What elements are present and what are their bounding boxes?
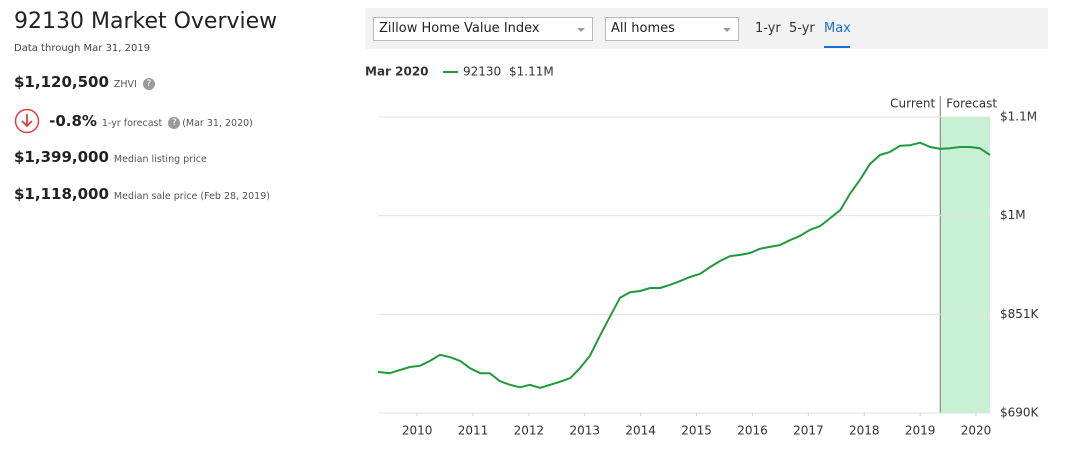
zhvi-label: ZHVI (113, 79, 137, 90)
title: 92130 Market Overview (14, 9, 278, 34)
forecast-label: 1-yr forecast (101, 117, 163, 129)
x-tick-label: 2018 (849, 424, 880, 438)
sale-label: Median sale price (Feb 28, 2019) (113, 191, 270, 202)
forecast-date: (Mar 31, 2020) (182, 117, 253, 129)
zhvi-value: $1,120,500 (14, 73, 109, 91)
zhvi-row: $1,120,500 ZHVI? (14, 72, 155, 91)
current-label: Current (890, 97, 935, 111)
index-select-text: Zillow Home Value Index (379, 21, 540, 36)
y-tick-label: $690K (1000, 406, 1040, 420)
data-through: Data through Mar 31, 2019 (14, 43, 151, 54)
y-tick-label: $1M (1000, 208, 1026, 222)
legend-date: Mar 2020 (365, 65, 429, 79)
y-tick-label: $851K (1000, 307, 1040, 321)
legend-value: $1.11M (509, 65, 554, 79)
homes-select[interactable]: All homes (605, 17, 739, 41)
x-tick-label: 2011 (458, 424, 489, 438)
x-tick-label: 2010 (402, 424, 433, 438)
sale-value: $1,118,000 (14, 185, 109, 203)
toolbar: Zillow Home Value Index All homes 1-yr 5… (365, 8, 1048, 49)
range-tab[interactable]: 1-yr (755, 21, 781, 36)
x-tick-label: 2012 (514, 424, 545, 438)
forecast-label: Forecast (946, 97, 997, 111)
y-tick-label: $1.1M (1000, 110, 1037, 124)
listing-row: $1,399,000 Median listing price (14, 147, 207, 166)
listing-value: $1,399,000 (14, 148, 109, 166)
help-icon[interactable]: ? (142, 78, 155, 90)
x-tick-label: 2016 (737, 424, 768, 438)
x-tick-label: 2017 (793, 424, 824, 438)
forecast-icon (14, 108, 40, 134)
forecast-value: -0.8% (49, 111, 97, 130)
active-underline (824, 46, 850, 48)
x-tick-label: 2014 (625, 424, 656, 438)
forecast-row: -0.8% 1-yr forecast? (Mar 31, 2020) (14, 108, 253, 134)
line-series (377, 141, 991, 389)
x-tick-label: 2020 (961, 424, 992, 438)
x-tick-label: 2015 (681, 424, 712, 438)
help-icon[interactable]: ? (168, 116, 181, 129)
x-tick-label: 2013 (570, 424, 601, 438)
index-select[interactable]: Zillow Home Value Index (373, 17, 593, 41)
x-tick-label: 2019 (905, 424, 936, 438)
legend-name: 92130 (463, 65, 501, 79)
forecast-band (940, 117, 990, 413)
homes-select-text: All homes (611, 21, 675, 36)
range-tab[interactable]: 5-yr (789, 21, 815, 36)
sale-row: $1,118,000 Median sale price (Feb 28, 201… (14, 184, 270, 203)
listing-label: Median listing price (113, 154, 207, 165)
range-tab[interactable]: Max (824, 21, 851, 36)
